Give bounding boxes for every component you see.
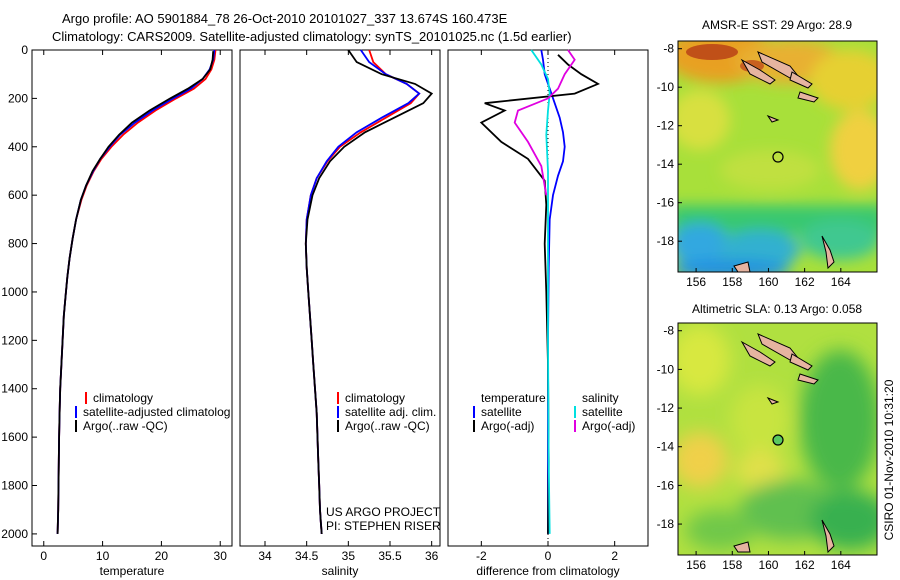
legend-title-temperature: temperature bbox=[481, 391, 546, 405]
y-tick-label: 1800 bbox=[1, 479, 28, 493]
map-y-tick-label: -18 bbox=[657, 517, 675, 531]
y-tick-label: 1000 bbox=[1, 285, 28, 299]
coastline-islands bbox=[733, 51, 835, 272]
salinity-panel: 34 34.5 35 35.5 36 salinity climatology sate… bbox=[239, 49, 441, 578]
coastline-islands bbox=[733, 333, 835, 554]
temperature-legend: climatology satellite-adjusted climatolo… bbox=[75, 391, 230, 433]
y-tick-label: 0 bbox=[21, 43, 28, 57]
x-tick-label: 35 bbox=[342, 549, 356, 563]
sst-map-panel: AMSR-E SST: 29 Argo: 28.9 bbox=[657, 18, 878, 289]
temperature-xlabel: temperature bbox=[100, 564, 165, 578]
series-line-temperature-argo-adj bbox=[479, 54, 601, 534]
figure-title-line-1: Argo profile: AO 5901884_78 26-Oct-2010 … bbox=[62, 11, 508, 26]
map-y-tick-label: -14 bbox=[657, 440, 675, 454]
x-tick-label: 34.5 bbox=[295, 549, 319, 563]
legend-label-argo: Argo(..raw -QC) bbox=[345, 419, 430, 433]
sla-map-title: Altimetric SLA: 0.13 Argo: 0.058 bbox=[692, 302, 862, 316]
map-x-tick-label: 158 bbox=[722, 275, 742, 289]
salinity-legend: climatology satellite adj. clim. Argo(..… bbox=[337, 391, 436, 433]
series-line-satellite-adjusted-climatolog bbox=[56, 49, 216, 534]
y-tick-label: 600 bbox=[8, 188, 28, 202]
legend-label-sal-satellite: satellite bbox=[582, 405, 623, 419]
y-tick-label: 1200 bbox=[1, 333, 28, 347]
x-tick-label: 20 bbox=[155, 549, 169, 563]
x-tick-label: 2 bbox=[611, 549, 618, 563]
legend-label-satellite-adj: satellite adj. clim. bbox=[345, 405, 436, 419]
sla-map-frame bbox=[677, 322, 878, 556]
sla-map-panel: Altimetric SLA: 0.13 Argo: 0.058 bbox=[657, 302, 878, 572]
legend-label-temp-argo: Argo(-adj) bbox=[481, 419, 534, 433]
credit-line-2: PI: STEPHEN RISER bbox=[326, 519, 441, 533]
x-tick-label: 10 bbox=[96, 549, 110, 563]
credit-line-1: US ARGO PROJECT bbox=[326, 505, 441, 519]
map-x-tick-label: 162 bbox=[795, 558, 815, 572]
legend-label-sal-argo: Argo(-adj) bbox=[582, 419, 635, 433]
y-tick-label: 400 bbox=[8, 140, 28, 154]
difference-xlabel: difference from climatology bbox=[476, 564, 619, 578]
side-timestamp-label: CSIRO 01-Nov-2010 10:31:20 bbox=[882, 379, 896, 540]
map-x-tick-label: 156 bbox=[686, 275, 706, 289]
sst-map-frame bbox=[677, 40, 878, 273]
x-tick-label: 30 bbox=[214, 549, 228, 563]
legend-label-temp-satellite: satellite bbox=[481, 405, 522, 419]
series-line-climatology bbox=[304, 49, 421, 534]
map-x-tick-label: 164 bbox=[831, 558, 851, 572]
x-tick-label: 36 bbox=[425, 549, 439, 563]
legend-label-climatology: climatology bbox=[93, 391, 153, 405]
map-y-tick-label: -10 bbox=[657, 362, 675, 376]
map-y-tick-label: -8 bbox=[663, 324, 674, 338]
temperature-panel: 0 10 20 30 0 200 400 600 800 1000 1200 1400 1600 1800… bbox=[1, 43, 233, 578]
series-line-salinity-satellite bbox=[530, 49, 551, 534]
series-line-satellite-adj-clim bbox=[304, 49, 421, 534]
map-y-tick-label: -10 bbox=[657, 80, 675, 94]
x-tick-label: 34 bbox=[258, 549, 272, 563]
map-y-tick-label: -16 bbox=[657, 478, 675, 492]
map-y-tick-label: -12 bbox=[657, 119, 675, 133]
legend-label-satellite-adjusted: satellite-adjusted climatolog bbox=[83, 405, 230, 419]
legend-label-argo: Argo(..raw -QC) bbox=[83, 419, 168, 433]
map-x-tick-label: 162 bbox=[795, 275, 815, 289]
y-tick-label: 200 bbox=[8, 91, 28, 105]
sst-field bbox=[678, 41, 877, 272]
legend-title-salinity: salinity bbox=[582, 391, 619, 405]
map-y-tick-label: -16 bbox=[657, 196, 675, 210]
y-tick-label: 1600 bbox=[1, 430, 28, 444]
x-tick-label: 0 bbox=[545, 549, 552, 563]
y-tick-label: 1400 bbox=[1, 382, 28, 396]
sst-map-title: AMSR-E SST: 29 Argo: 28.9 bbox=[702, 18, 852, 32]
salinity-axes-frame bbox=[239, 49, 441, 547]
salinity-xlabel: salinity bbox=[322, 564, 359, 578]
map-y-tick-label: -12 bbox=[657, 401, 675, 415]
map-x-tick-label: 160 bbox=[758, 275, 778, 289]
series-line-argo-raw-qc bbox=[304, 49, 434, 534]
map-y-tick-label: -14 bbox=[657, 157, 675, 171]
series-line-argo-raw-qc bbox=[56, 51, 215, 534]
argo-float-marker bbox=[772, 434, 784, 446]
y-tick-label: 2000 bbox=[1, 527, 28, 541]
difference-panel: -2 0 2 difference from climatology tempera… bbox=[447, 49, 649, 578]
map-x-tick-label: 156 bbox=[686, 558, 706, 572]
x-tick-label: 0 bbox=[40, 549, 47, 563]
map-y-tick-label: -8 bbox=[663, 42, 674, 56]
x-tick-label: 35.5 bbox=[378, 549, 402, 563]
legend-label-climatology: climatology bbox=[345, 391, 405, 405]
figure-title-line-2: Climatology: CARS2009. Satellite-adjuste… bbox=[52, 29, 572, 44]
series-line-salinity-argo-adj bbox=[513, 49, 576, 196]
series-line-climatology bbox=[56, 49, 217, 534]
series-line-temperature-satellite bbox=[540, 49, 566, 534]
map-y-tick-label: -18 bbox=[657, 234, 675, 248]
map-x-tick-label: 158 bbox=[722, 558, 742, 572]
argo-float-marker bbox=[772, 151, 784, 163]
map-x-tick-label: 164 bbox=[831, 275, 851, 289]
x-tick-label: -2 bbox=[476, 549, 487, 563]
temperature-axes-frame bbox=[31, 49, 233, 547]
y-tick-label: 800 bbox=[8, 237, 28, 251]
difference-legend: temperature satellite Argo(-adj) salinit… bbox=[473, 391, 635, 433]
map-x-tick-label: 160 bbox=[758, 558, 778, 572]
